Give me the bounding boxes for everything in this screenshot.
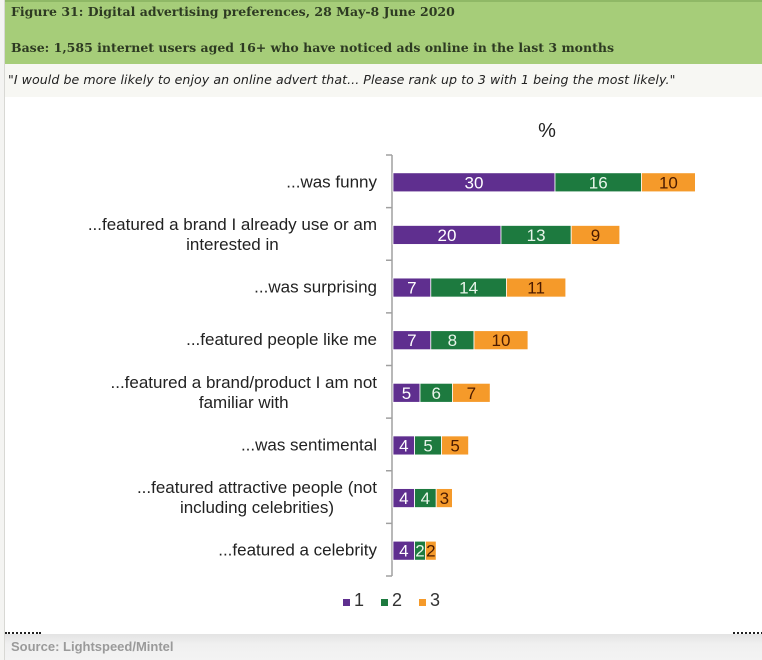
stacked-bar-chart: % ...was funny ...featured a brand I alre… <box>88 120 696 610</box>
bar-segment-series-3 <box>505 277 567 298</box>
dotted-divider-left <box>5 632 41 634</box>
bar-segment-series-3 <box>435 488 453 508</box>
legend-label: 1 <box>354 590 364 610</box>
bar-value-label: 9 <box>591 226 600 245</box>
bar-value-label: 4 <box>399 436 408 455</box>
figure-panel: Figure 31: Digital advertising preferenc… <box>4 0 762 660</box>
category-labels: ...was funny ...featured a brand I alread… <box>88 172 378 559</box>
bar-value-label: 13 <box>527 226 546 245</box>
bar-value-label: 16 <box>589 173 608 192</box>
legend-swatch <box>381 599 388 606</box>
category-label-line: ...featured a brand/product I am not <box>111 373 378 392</box>
figure-header: Figure 31: Digital advertising preferenc… <box>5 0 762 64</box>
source-text: Source: Lightspeed/Mintel <box>11 639 174 654</box>
category-label-line: ...featured a brand I already use or am <box>88 215 377 234</box>
bar-value-label: 11 <box>527 279 545 298</box>
category-label: ...featured a brand/product I am not fami… <box>111 373 378 412</box>
legend-swatch <box>343 599 350 606</box>
bar-segment-series-3 <box>441 435 470 456</box>
bar-value-label: 10 <box>492 331 511 350</box>
category-label-line: including celebrities) <box>180 498 334 517</box>
category-label-line: ...featured attractive people (not <box>137 478 377 497</box>
bar-value-label: 8 <box>448 331 457 350</box>
bar-value-label: 5 <box>423 436 432 455</box>
bar-value-label: 4 <box>399 542 408 561</box>
legend-label: 2 <box>392 590 402 610</box>
bar-value-label: 7 <box>407 331 416 350</box>
category-label-line: interested in <box>186 235 279 254</box>
category-label: ...featured a brand I already use or am i… <box>88 215 377 254</box>
source-footer: Source: Lightspeed/Mintel <box>5 634 762 660</box>
bar-value-label: 5 <box>450 436 459 455</box>
category-label: ...featured attractive people (not includ… <box>137 478 377 517</box>
bar-segment-series-3 <box>570 225 621 245</box>
bar-segment-series-3 <box>641 172 696 193</box>
legend: 1 2 3 <box>343 590 440 610</box>
bar-value-label: 7 <box>407 279 416 298</box>
bar-segment-series-3 <box>451 382 491 403</box>
bar-value-label: 2 <box>415 542 424 561</box>
bar-value-label: 4 <box>399 489 408 508</box>
question-band: "I would be more likely to enjoy an onli… <box>5 64 762 97</box>
bar-value-label: 6 <box>431 384 440 403</box>
category-label: ...was surprising <box>254 278 377 297</box>
chart-title: % <box>538 120 556 142</box>
bar-value-label: 14 <box>459 279 478 298</box>
category-label: ...was sentimental <box>241 435 377 454</box>
bar-value-label: 7 <box>467 384 476 403</box>
bar-value-label: 30 <box>465 173 484 192</box>
category-label: ...featured people like me <box>186 330 377 349</box>
figure-title: Figure 31: Digital advertising preferenc… <box>11 4 455 19</box>
bar-value-label: 2 <box>426 542 435 561</box>
legend-swatch <box>419 599 426 606</box>
bar-value-label: 20 <box>438 226 457 245</box>
bar-value-label: 3 <box>440 489 449 508</box>
category-label: ...was funny <box>286 172 377 191</box>
dotted-divider-right <box>733 632 762 634</box>
category-axis <box>386 154 393 577</box>
figure-base: Base: 1,585 internet users aged 16+ who … <box>11 40 614 55</box>
category-label: ...featured a celebrity <box>218 541 377 560</box>
bar-value-label: 4 <box>421 489 430 508</box>
survey-question: "I would be more likely to enjoy an onli… <box>8 72 676 87</box>
bar-segment-series-3 <box>473 330 529 351</box>
bar-value-label: 10 <box>659 173 678 192</box>
bar-value-label: 5 <box>402 384 411 403</box>
category-label-line: familiar with <box>199 393 289 412</box>
legend-label: 3 <box>430 590 440 610</box>
bar-segment-series-3 <box>424 540 437 561</box>
